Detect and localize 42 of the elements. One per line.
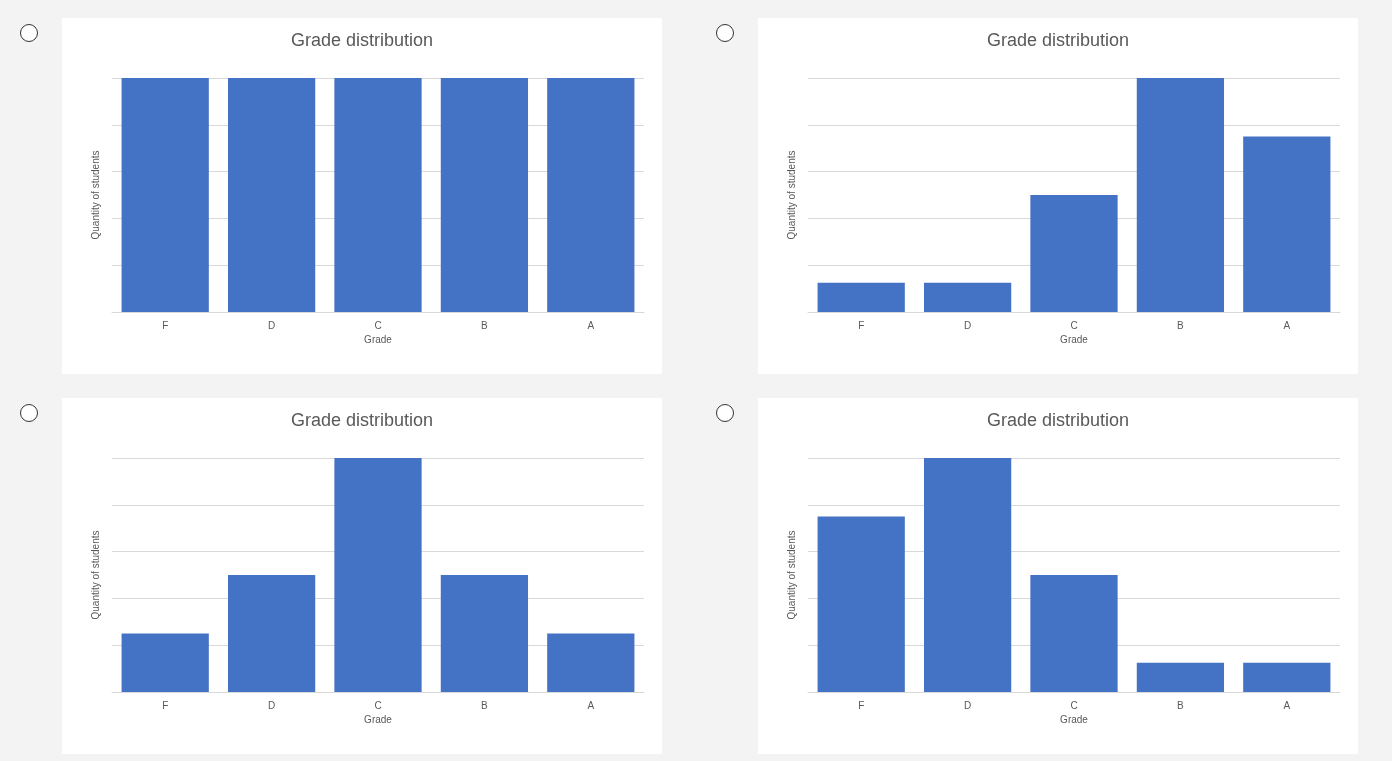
x-tick-label: F <box>162 319 169 331</box>
x-tick-label: A <box>587 319 595 331</box>
x-axis-title: Grade <box>1060 334 1089 346</box>
x-axis-title: Grade <box>364 334 393 346</box>
x-axis-title: Grade <box>364 714 393 726</box>
x-tick-label: B <box>481 699 489 711</box>
y-axis-title: Quantity of students <box>785 150 797 240</box>
bar <box>1136 78 1225 312</box>
chart-title: Grade distribution <box>986 30 1130 50</box>
bar <box>1243 662 1331 692</box>
chart-title: Grade distribution <box>986 410 1130 430</box>
bar <box>817 516 905 692</box>
x-tick-label: C <box>1070 699 1078 711</box>
chart-title: Grade distribution <box>290 30 434 50</box>
bar <box>1030 195 1118 312</box>
x-tick-label: F <box>858 319 865 331</box>
y-axis-title: Quantity of students <box>89 150 101 240</box>
x-tick-label: D <box>963 319 972 331</box>
bar <box>923 458 1012 692</box>
y-axis-title: Quantity of students <box>89 530 101 620</box>
x-tick-label: B <box>1177 699 1185 711</box>
bar <box>923 282 1012 312</box>
x-tick-label: B <box>481 319 489 331</box>
x-tick-label: C <box>374 699 382 711</box>
bar <box>1136 662 1225 692</box>
x-tick-label: C <box>374 319 382 331</box>
x-tick-label: B <box>1177 319 1185 331</box>
y-axis-title: Quantity of students <box>785 530 797 620</box>
chart-title: Grade distribution <box>290 410 434 430</box>
bar <box>1030 575 1118 692</box>
bar <box>1243 136 1331 312</box>
x-tick-label: F <box>162 699 169 711</box>
x-tick-label: C <box>1070 319 1078 331</box>
x-tick-label: F <box>858 699 865 711</box>
x-axis-title: Grade <box>1060 714 1089 726</box>
x-tick-label: D <box>267 699 276 711</box>
x-tick-label: A <box>1283 699 1291 711</box>
x-tick-label: A <box>1283 319 1291 331</box>
x-tick-label: D <box>267 319 276 331</box>
x-tick-label: D <box>963 699 972 711</box>
x-tick-label: A <box>587 699 595 711</box>
bar <box>817 282 905 312</box>
